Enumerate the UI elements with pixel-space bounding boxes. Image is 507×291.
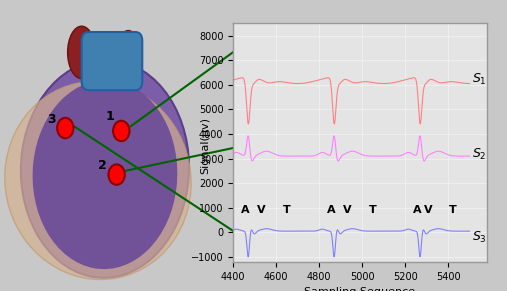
- Circle shape: [57, 118, 74, 138]
- FancyBboxPatch shape: [82, 32, 142, 90]
- Text: V: V: [257, 205, 266, 215]
- Text: T: T: [283, 205, 291, 215]
- Text: V: V: [343, 205, 351, 215]
- Text: 2: 2: [98, 159, 107, 172]
- Ellipse shape: [117, 31, 140, 74]
- Text: $S_1$: $S_1$: [472, 72, 486, 87]
- Text: 3: 3: [47, 113, 56, 126]
- Text: A: A: [327, 205, 335, 215]
- X-axis label: Sampling Sequence: Sampling Sequence: [304, 287, 416, 291]
- Circle shape: [113, 121, 129, 141]
- Text: A: A: [241, 205, 249, 215]
- Text: A: A: [413, 205, 421, 215]
- Ellipse shape: [21, 60, 189, 278]
- Text: $S_3$: $S_3$: [472, 230, 487, 245]
- Text: Signal(μv): Signal(μv): [200, 117, 210, 174]
- Ellipse shape: [32, 80, 177, 269]
- Text: $S_2$: $S_2$: [472, 147, 486, 162]
- Ellipse shape: [67, 26, 96, 79]
- Text: T: T: [369, 205, 377, 215]
- Circle shape: [108, 164, 125, 185]
- Ellipse shape: [5, 81, 191, 279]
- Text: T: T: [449, 205, 456, 215]
- Text: 1: 1: [105, 110, 114, 123]
- Text: V: V: [424, 205, 433, 215]
